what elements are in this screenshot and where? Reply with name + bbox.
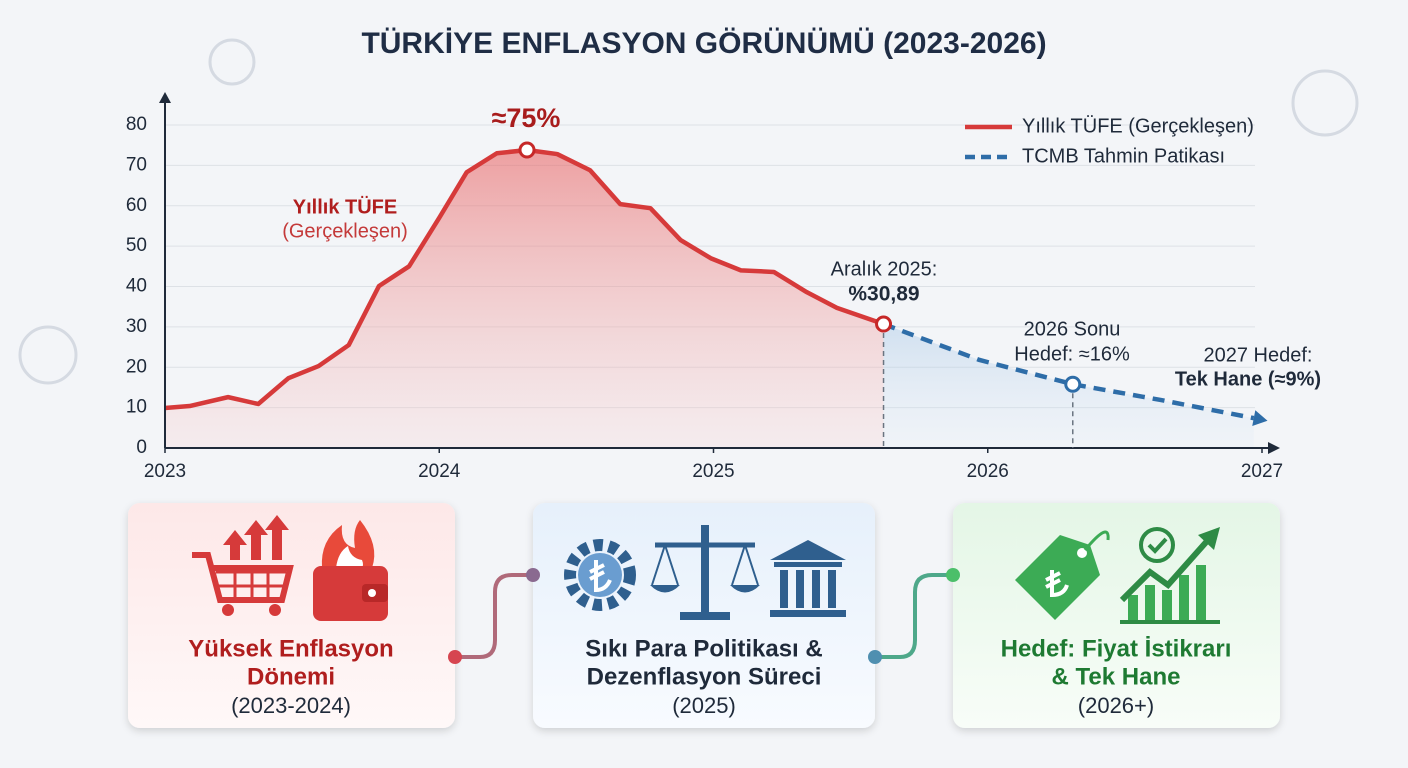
card-title: Hedef: Fiyat İstikrarı: [1001, 635, 1232, 662]
y-tick-label: 70: [126, 154, 147, 175]
area: [165, 150, 884, 448]
line: [882, 321, 1255, 421]
point-marker: [1064, 375, 1082, 393]
card: [953, 503, 1280, 728]
y-tick-label: 60: [126, 195, 147, 216]
card-period: (2026+): [1078, 693, 1154, 718]
x-tick-label: 2026: [967, 461, 1009, 482]
annotation: 2027 Hedef:: [1204, 344, 1313, 366]
y-tick-label: 40: [126, 276, 147, 297]
card-title: Sıkı Para Politikası &: [585, 635, 822, 662]
annotation: Tek Hane (≈9%): [1175, 368, 1321, 390]
x-tick-label: 2025: [692, 461, 734, 482]
icon-policy: [564, 525, 846, 620]
icon-inflation: [192, 515, 388, 621]
icon-target: [1015, 527, 1220, 624]
x-axis-arrow: [1268, 442, 1280, 454]
arrow-head: [1252, 410, 1268, 426]
y-tick-label: 80: [126, 114, 147, 135]
x-tick-label: 2024: [418, 461, 461, 482]
point-marker: [875, 315, 893, 333]
point-marker: [518, 141, 536, 159]
annotation: ≈75%: [492, 103, 561, 133]
annotation: 2026 Sonu: [1024, 318, 1121, 340]
x-tick-label: 2023: [144, 461, 186, 482]
card-period: (2023-2024): [231, 693, 351, 718]
chart-title: TÜRKİYE ENFLASYON GÖRÜNÜMÜ (2023-2026): [361, 27, 1046, 60]
card-title: Yüksek Enflasyon: [188, 635, 393, 662]
y-tick-label: 0: [136, 437, 147, 458]
annotation: Aralık 2025:: [831, 258, 938, 280]
annotation: Yıllık TÜFE: [293, 195, 397, 218]
card-title: & Tek Hane: [1052, 663, 1181, 690]
card-title: Dönemi: [247, 663, 335, 690]
legend-label: TCMB Tahmin Patikası: [1022, 145, 1225, 167]
decoration: [18, 38, 1359, 385]
annotation: %30,89: [848, 283, 919, 306]
plot: 0 10 20 30 40 50 60 70 80 2023 2024 2025 2026 2027 Yıl…: [126, 92, 1321, 482]
legend-label: Yıllık TÜFE (Gerçekleşen): [1022, 115, 1254, 137]
y-tick-label: 30: [126, 316, 147, 337]
y-axis-arrow: [159, 92, 171, 103]
card-period: (2025): [672, 693, 736, 718]
x-tick-label: 2027: [1241, 461, 1283, 482]
annotation: (Gerçekleşen): [282, 220, 408, 242]
annotation: Hedef: ≈16%: [1014, 343, 1130, 365]
card-title: Dezenflasyon Süreci: [587, 663, 822, 690]
line: [164, 147, 885, 411]
y-tick-label: 20: [126, 356, 147, 377]
connector: [448, 568, 960, 664]
y-tick-label: 50: [126, 235, 147, 256]
y-tick-label: 10: [126, 397, 147, 418]
